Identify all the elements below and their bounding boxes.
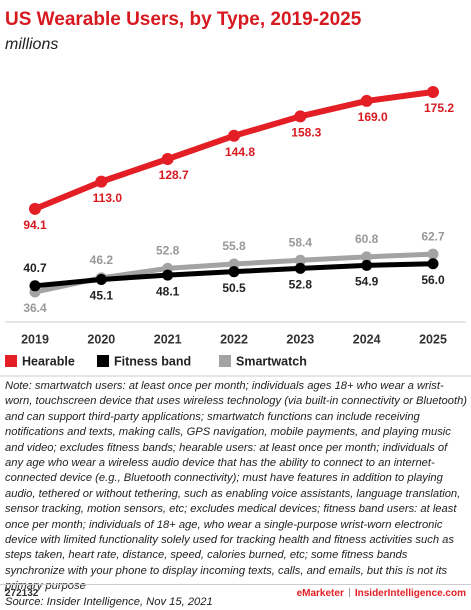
point	[294, 262, 306, 274]
point	[29, 280, 41, 292]
value-label: 175.2	[424, 101, 454, 115]
x-tick-label: 2022	[220, 332, 248, 346]
brand-name: eMarketer	[296, 588, 344, 599]
chart: US Wearable Users, by Type, 2019-2025 mi…	[0, 9, 471, 377]
legend-label: Fitness band	[114, 354, 191, 368]
point	[228, 266, 240, 278]
x-tick-label: 2020	[87, 332, 115, 346]
chart-title: US Wearable Users, by Type, 2019-2025	[5, 9, 362, 30]
legend-label: Smartwatch	[236, 354, 307, 368]
value-label: 58.4	[289, 235, 313, 249]
footer: 272132 eMarketer InsiderIntelligence.com	[0, 584, 471, 601]
point	[361, 251, 373, 263]
site: InsiderIntelligence.com	[354, 588, 466, 599]
x-tick-label: 2025	[419, 332, 447, 346]
value-label: 62.7	[421, 229, 445, 243]
legend-swatch	[219, 355, 231, 367]
x-tick-label: 2024	[353, 332, 381, 346]
brand: eMarketer InsiderIntelligence.com	[297, 588, 466, 599]
x-tick-label: 2021	[154, 332, 182, 346]
legend-swatch	[97, 355, 109, 367]
value-label: 52.8	[156, 244, 180, 258]
point	[228, 258, 240, 270]
value-label: 144.8	[225, 145, 255, 159]
value-label: 48.1	[156, 284, 180, 298]
value-label: 55.8	[222, 239, 246, 253]
point	[29, 202, 41, 215]
point	[427, 86, 439, 98]
legend-swatch	[5, 355, 17, 367]
value-label: 169.0	[358, 110, 388, 124]
value-label: 50.5	[222, 281, 246, 295]
point	[161, 153, 174, 166]
point	[228, 129, 240, 142]
x-tick-label: 2019	[21, 332, 49, 346]
point	[294, 110, 307, 123]
point	[427, 248, 439, 260]
legend-label: Hearable	[22, 354, 75, 368]
value-label: 52.8	[289, 278, 313, 292]
chart-id: 272132	[5, 588, 39, 599]
x-tick-label: 2023	[286, 332, 314, 346]
value-label: 56.0	[421, 273, 445, 287]
value-label: 158.3	[291, 126, 321, 140]
point	[361, 259, 373, 271]
value-label: 54.9	[355, 275, 379, 289]
point	[294, 254, 306, 266]
value-label: 40.7	[23, 261, 47, 275]
point	[427, 258, 439, 270]
point	[360, 94, 373, 107]
value-label: 60.8	[355, 232, 379, 246]
notes: Note: smartwatch users: at least once pe…	[5, 379, 468, 610]
point	[95, 175, 108, 188]
value-label: 46.2	[90, 253, 114, 267]
separator	[348, 588, 350, 597]
chart-subtitle: millions	[5, 36, 58, 53]
point	[95, 273, 107, 285]
value-label: 45.1	[90, 289, 114, 303]
value-label: 36.4	[23, 301, 47, 315]
value-label: 94.1	[23, 218, 47, 232]
value-label: 128.7	[159, 168, 189, 182]
point	[162, 269, 174, 281]
note: Note: smartwatch users: at least once pe…	[5, 380, 468, 593]
value-label: 113.0	[93, 191, 123, 205]
